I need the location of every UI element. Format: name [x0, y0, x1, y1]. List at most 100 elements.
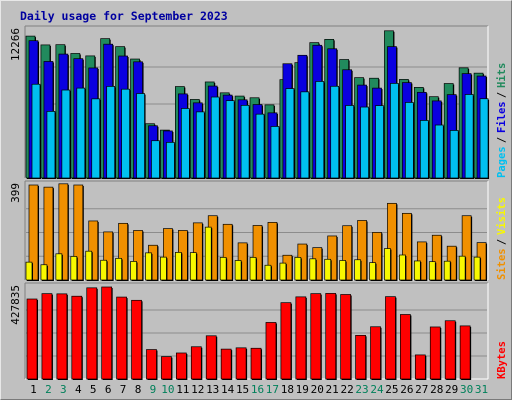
visits-bar-visits-14 — [219, 257, 227, 281]
visits-bar-sites-14 — [222, 223, 233, 281]
visits-bar-visits-30 — [458, 255, 466, 281]
volume-bar-kbytes-25 — [385, 296, 396, 380]
volume-bar-kbytes-14 — [220, 348, 232, 380]
visits-bar-visits-24 — [369, 262, 376, 281]
x-label-5: 5 — [90, 383, 97, 396]
visits-bar-sites-24 — [372, 232, 382, 281]
volume-bar-kbytes-30 — [459, 325, 471, 380]
visits-bar-visits-6 — [100, 259, 108, 281]
requests-bar-pages-19 — [300, 91, 310, 179]
visits-bar-sites-30 — [461, 215, 472, 281]
x-label-6: 6 — [105, 383, 112, 396]
volume-bar-kbytes-4 — [71, 295, 83, 380]
visits-bar-visits-12 — [189, 252, 197, 281]
x-label-11: 11 — [176, 383, 189, 396]
requests-bar-pages-14 — [225, 100, 235, 179]
requests-bar-pages-9 — [151, 140, 160, 179]
visits-bar-visits-26 — [399, 254, 406, 281]
requests-bar-pages-10 — [166, 142, 175, 179]
chart-title: Daily usage for September 2023 — [20, 9, 228, 23]
volume-bar-kbytes-10 — [161, 356, 172, 380]
volume-bar-kbytes-24 — [370, 326, 381, 380]
x-label-17: 17 — [266, 383, 279, 396]
requests-bar-pages-4 — [76, 87, 86, 179]
x-label-10: 10 — [161, 383, 174, 396]
volume-bar-kbytes-11 — [176, 352, 187, 380]
visits-bar-visits-20 — [309, 258, 317, 281]
requests-bar-pages-12 — [195, 111, 205, 179]
volume-bar-kbytes-12 — [190, 346, 202, 380]
requests-legend-pages: Pages — [496, 146, 508, 178]
x-label-31: 31 — [475, 383, 488, 396]
volume-bar-kbytes-7 — [116, 296, 127, 380]
visits-bar-sites-21 — [327, 235, 338, 281]
visits-bar-sites-7 — [118, 222, 128, 281]
volume-bar-kbytes-16 — [250, 347, 262, 380]
x-label-20: 20 — [311, 383, 324, 396]
visits-bar-sites-5 — [88, 220, 99, 281]
requests-bar-pages-5 — [91, 98, 101, 179]
visits-bar-visits-13 — [204, 226, 212, 281]
requests-bar-pages-22 — [345, 105, 354, 179]
volume-bar-kbytes-26 — [400, 314, 411, 380]
x-label-1: 1 — [30, 383, 37, 396]
requests-bar-pages-7 — [121, 88, 130, 179]
volume-bar-kbytes-23 — [355, 334, 366, 380]
volume-max-label: 427835 — [9, 285, 22, 325]
volume-bar-kbytes-9 — [146, 349, 157, 380]
volume-bar-kbytes-13 — [205, 335, 217, 380]
volume-bar-kbytes-8 — [131, 299, 142, 380]
requests-legend-hits: Hits — [496, 63, 508, 88]
requests-bar-pages-24 — [375, 105, 384, 179]
visits-bar-visits-3 — [55, 253, 63, 281]
visits-bar-sites-16 — [252, 225, 263, 281]
requests-bar-pages-2 — [46, 111, 56, 179]
x-label-16: 16 — [251, 383, 264, 396]
visits-bar-visits-15 — [234, 260, 242, 281]
x-axis-labels: 1 2 3 4 5 6 7 8 9 10 11 12 13 14 15 16 17 18 19 20 21 22 23 24 2… — [30, 383, 488, 396]
visits-bar-sites-12 — [192, 222, 203, 281]
visits-bar-visits-7 — [115, 257, 122, 281]
requests-bar-pages-17 — [270, 126, 280, 179]
requests-bar-pages-1 — [31, 83, 41, 179]
x-label-22: 22 — [340, 383, 353, 396]
x-label-19: 19 — [296, 383, 309, 396]
visits-bar-sites-1 — [28, 184, 39, 281]
requests-max-label: 12266 — [9, 28, 22, 61]
requests-bar-pages-15 — [240, 105, 250, 179]
x-label-14: 14 — [221, 383, 235, 396]
visits-bar-visits-8 — [130, 261, 137, 281]
visits-bar-sites-3 — [58, 183, 69, 281]
visits-bar-sites-23 — [357, 220, 367, 281]
volume-bar-kbytes-18 — [280, 302, 292, 380]
volume-bar-kbytes-27 — [414, 354, 426, 380]
requests-bar-pages-16 — [255, 113, 265, 179]
visits-bar-sites-2 — [43, 186, 54, 281]
x-label-18: 18 — [281, 383, 294, 396]
visits-bar-visits-27 — [413, 260, 421, 281]
visits-bar-visits-19 — [294, 257, 302, 281]
requests-bar-pages-8 — [136, 93, 145, 179]
visits-bar-visits-25 — [384, 248, 391, 281]
requests-bar-pages-13 — [210, 96, 220, 179]
volume-panel: 427835 KBytes — [9, 282, 508, 380]
x-label-30: 30 — [460, 383, 473, 396]
visits-bar-sites-8 — [133, 230, 143, 281]
visits-bar-visits-4 — [70, 256, 78, 281]
volume-bar-kbytes-19 — [295, 296, 307, 380]
visits-bar-visits-22 — [339, 260, 346, 281]
visits-bar-visits-2 — [40, 264, 48, 281]
requests-legend-separator-2: / — [496, 92, 508, 98]
x-label-26: 26 — [400, 383, 413, 396]
requests-bar-pages-3 — [61, 89, 71, 179]
volume-bar-kbytes-3 — [56, 293, 68, 380]
volume-bar-kbytes-5 — [86, 287, 98, 380]
visits-max-label: 399 — [9, 183, 22, 203]
x-label-13: 13 — [206, 383, 219, 396]
x-label-12: 12 — [191, 383, 204, 396]
x-label-15: 15 — [236, 383, 249, 396]
x-label-25: 25 — [385, 383, 398, 396]
visits-bar-sites-4 — [73, 184, 84, 281]
